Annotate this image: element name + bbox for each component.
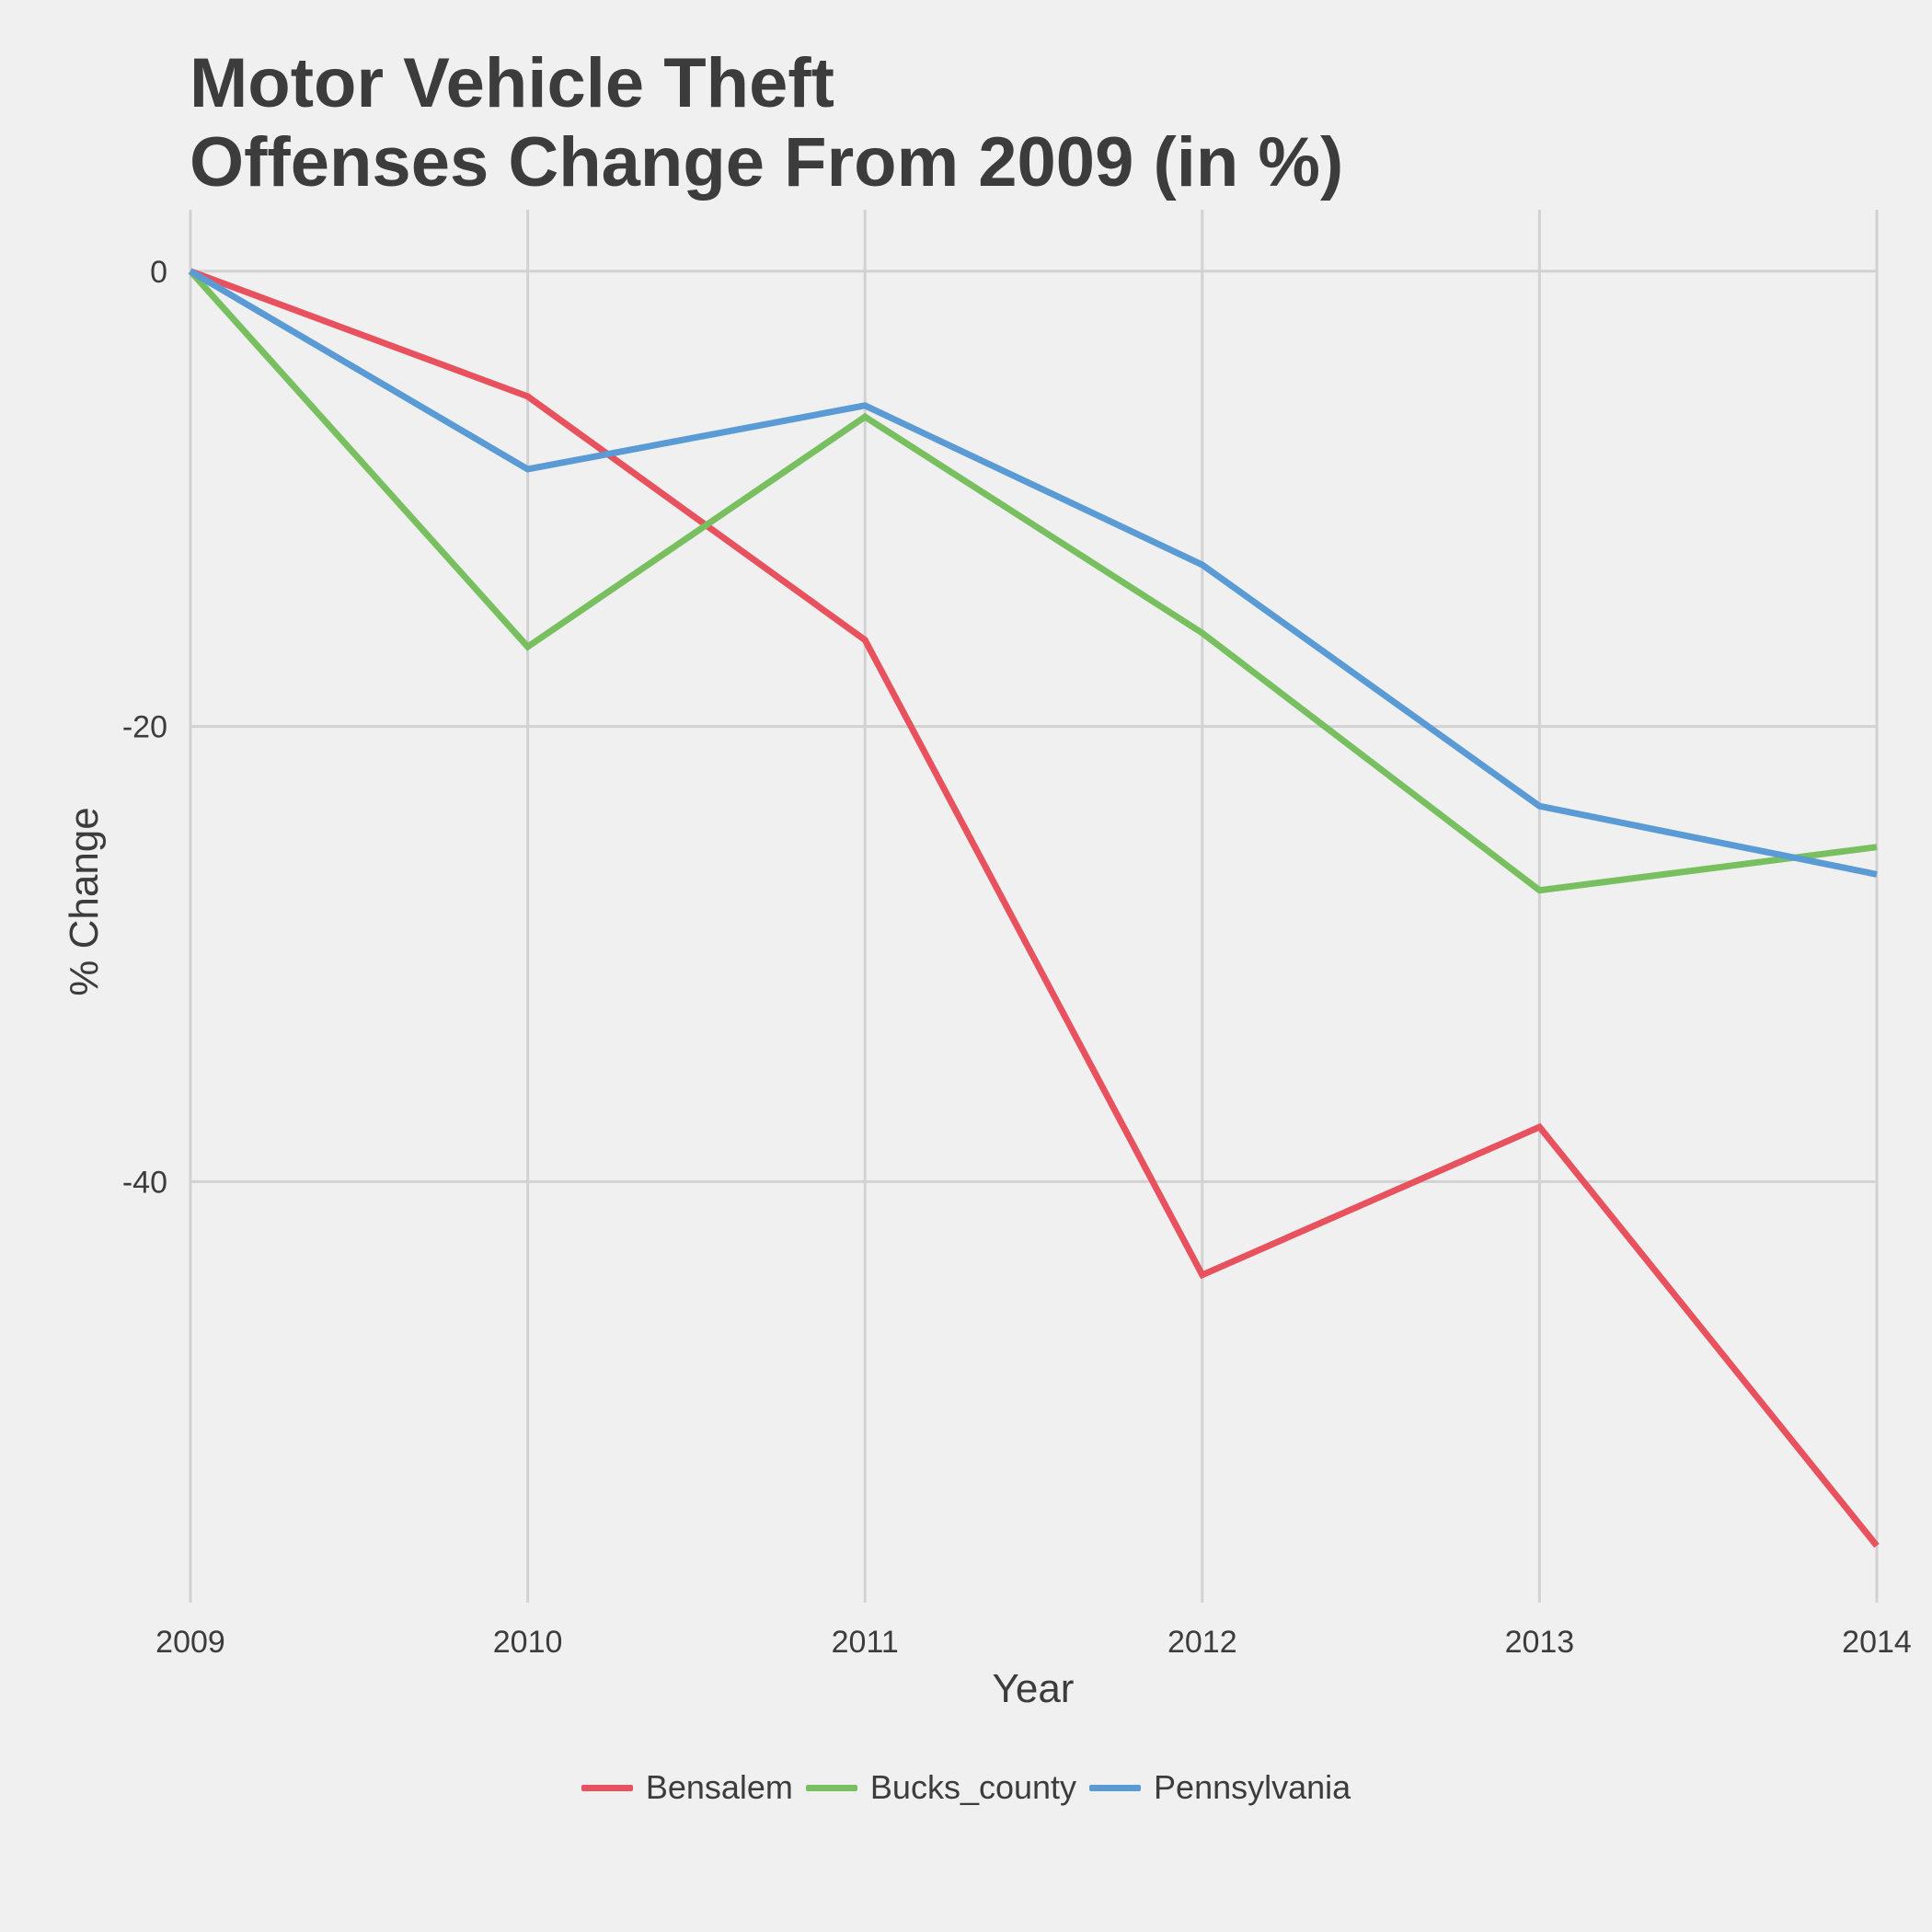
series-line-bensalem <box>189 268 1880 1548</box>
chart-title-line-1: Motor Vehicle Theft <box>190 44 834 122</box>
legend-swatch <box>805 1784 857 1791</box>
series-lines <box>188 268 1880 1548</box>
x-tick-label: 2010 <box>493 1625 563 1660</box>
legend: Bensalem Bucks_county Pennsylvania <box>0 1768 1932 1807</box>
y-tick-labels: 0 -20 -40 <box>122 255 167 1201</box>
legend-item: Pennsylvania <box>1089 1768 1351 1807</box>
legend-item: Bensalem <box>581 1768 793 1807</box>
legend-label: Bucks_county <box>869 1768 1077 1806</box>
legend-swatch <box>581 1784 633 1791</box>
chart-title: Motor Vehicle Theft Offenses Change From… <box>190 44 1343 202</box>
x-tick-labels: 2009 2010 2011 2012 2013 2014 <box>155 1625 1912 1660</box>
grid-lines <box>189 210 1879 1603</box>
y-axis-title: % Change <box>62 807 107 995</box>
x-tick-label: 2014 <box>1842 1625 1912 1660</box>
x-axis-title: Year <box>993 1666 1075 1711</box>
legend-item: Bucks_county <box>805 1768 1077 1807</box>
x-tick-label: 2012 <box>1167 1625 1237 1660</box>
y-tick-label: 0 <box>150 255 167 290</box>
legend-label: Pennsylvania <box>1154 1768 1351 1806</box>
chart-title-line-2: Offenses Change From 2009 (in %) <box>190 123 1344 201</box>
legend-swatch <box>1089 1784 1142 1791</box>
x-tick-label: 2011 <box>832 1625 899 1660</box>
series-line-bucks-county <box>188 269 1878 894</box>
x-tick-label: 2013 <box>1505 1625 1575 1660</box>
series-line-pennsylvania <box>189 268 1878 878</box>
x-tick-label: 2009 <box>155 1625 225 1660</box>
legend-label: Bensalem <box>645 1768 793 1806</box>
y-tick-label: -20 <box>122 710 167 745</box>
y-tick-label: -40 <box>122 1165 167 1200</box>
